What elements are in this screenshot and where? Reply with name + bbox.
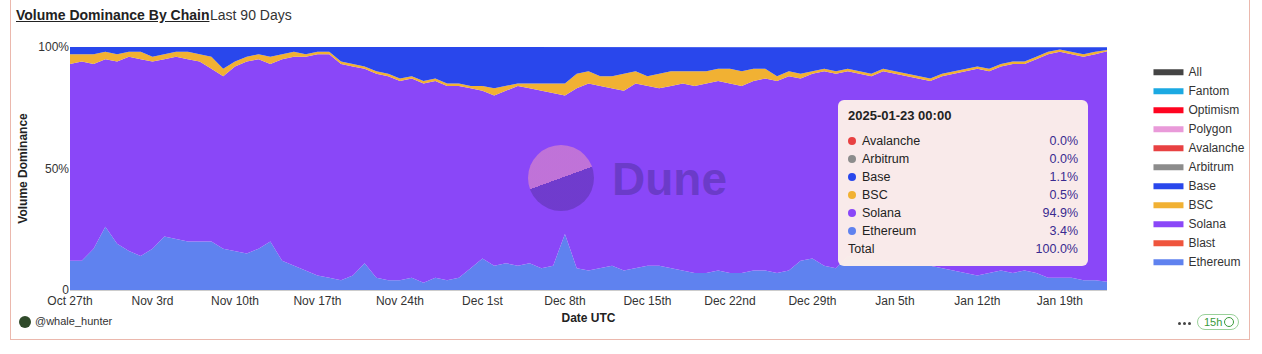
html-text:0.0%: 0.0%	[1049, 134, 1078, 148]
svg-text:Dec 22nd: Dec 22nd	[704, 294, 755, 308]
html-text:BSC: BSC	[862, 188, 888, 202]
html-text:100.0%: 100.0%	[1035, 242, 1078, 256]
svg-text:Nov 10th: Nov 10th	[211, 294, 259, 308]
svg-text:Optimism: Optimism	[1188, 103, 1239, 117]
svg-text:Nov 24th: Nov 24th	[376, 294, 424, 308]
html-text:Ethereum: Ethereum	[862, 224, 917, 238]
html-text:Volume Dominance By Chain Last: Volume Dominance By Chain Last 90 Days	[16, 7, 292, 23]
svg-text:100%: 100%	[38, 40, 69, 54]
html-text:Solana: Solana	[862, 206, 901, 220]
html-text:3.4%: 3.4%	[1049, 224, 1078, 238]
html-text:2025-01-23 00:00: 2025-01-23 00:00	[848, 108, 952, 123]
svg-text:Dec 15th: Dec 15th	[623, 294, 671, 308]
svg-text:Date UTC: Date UTC	[561, 311, 615, 325]
html-text:15h: 15h	[1204, 316, 1223, 328]
html-text:94.9%: 94.9%	[1042, 206, 1078, 220]
svg-text:Base: Base	[1188, 179, 1216, 193]
svg-text:Dec 1st: Dec 1st	[462, 294, 503, 308]
svg-text:Jan 19th: Jan 19th	[1037, 294, 1083, 308]
svg-text:Nov 3rd: Nov 3rd	[131, 294, 173, 308]
svg-text:Jan 5th: Jan 5th	[875, 294, 914, 308]
html-text:0.0%: 0.0%	[1049, 152, 1078, 166]
svg-text:0: 0	[62, 283, 69, 297]
svg-text:Solana: Solana	[1188, 217, 1226, 231]
html-text:1.1%: 1.1%	[1049, 170, 1078, 184]
svg-text:Arbitrum: Arbitrum	[1188, 160, 1233, 174]
html-text:Base: Base	[862, 170, 891, 184]
svg-text:Avalanche: Avalanche	[1188, 141, 1244, 155]
svg-text:Oct 27th: Oct 27th	[47, 294, 92, 308]
svg-text:Dec 8th: Dec 8th	[544, 294, 585, 308]
svg-text:Polygon: Polygon	[1188, 122, 1231, 136]
svg-text:Ethereum: Ethereum	[1188, 255, 1240, 269]
svg-text:Dec 29th: Dec 29th	[788, 294, 836, 308]
svg-text:All: All	[1188, 65, 1201, 79]
svg-text:BSC: BSC	[1188, 198, 1213, 212]
svg-text:Nov 17th: Nov 17th	[293, 294, 341, 308]
html-text:Dune: Dune	[612, 153, 727, 205]
html-text:0.5%: 0.5%	[1049, 188, 1078, 202]
svg-text:50%: 50%	[45, 162, 69, 176]
html-text:Total: Total	[848, 242, 875, 256]
svg-text:Fantom: Fantom	[1188, 84, 1229, 98]
svg-text:Jan 12th: Jan 12th	[954, 294, 1000, 308]
html-text:Avalanche: Avalanche	[862, 134, 921, 148]
svg-text:Blast: Blast	[1188, 236, 1215, 250]
svg-text:Volume Dominance: Volume Dominance	[16, 113, 30, 224]
html-text:@whale_hunter: @whale_hunter	[35, 315, 113, 327]
html-text:Arbitrum: Arbitrum	[862, 152, 910, 166]
